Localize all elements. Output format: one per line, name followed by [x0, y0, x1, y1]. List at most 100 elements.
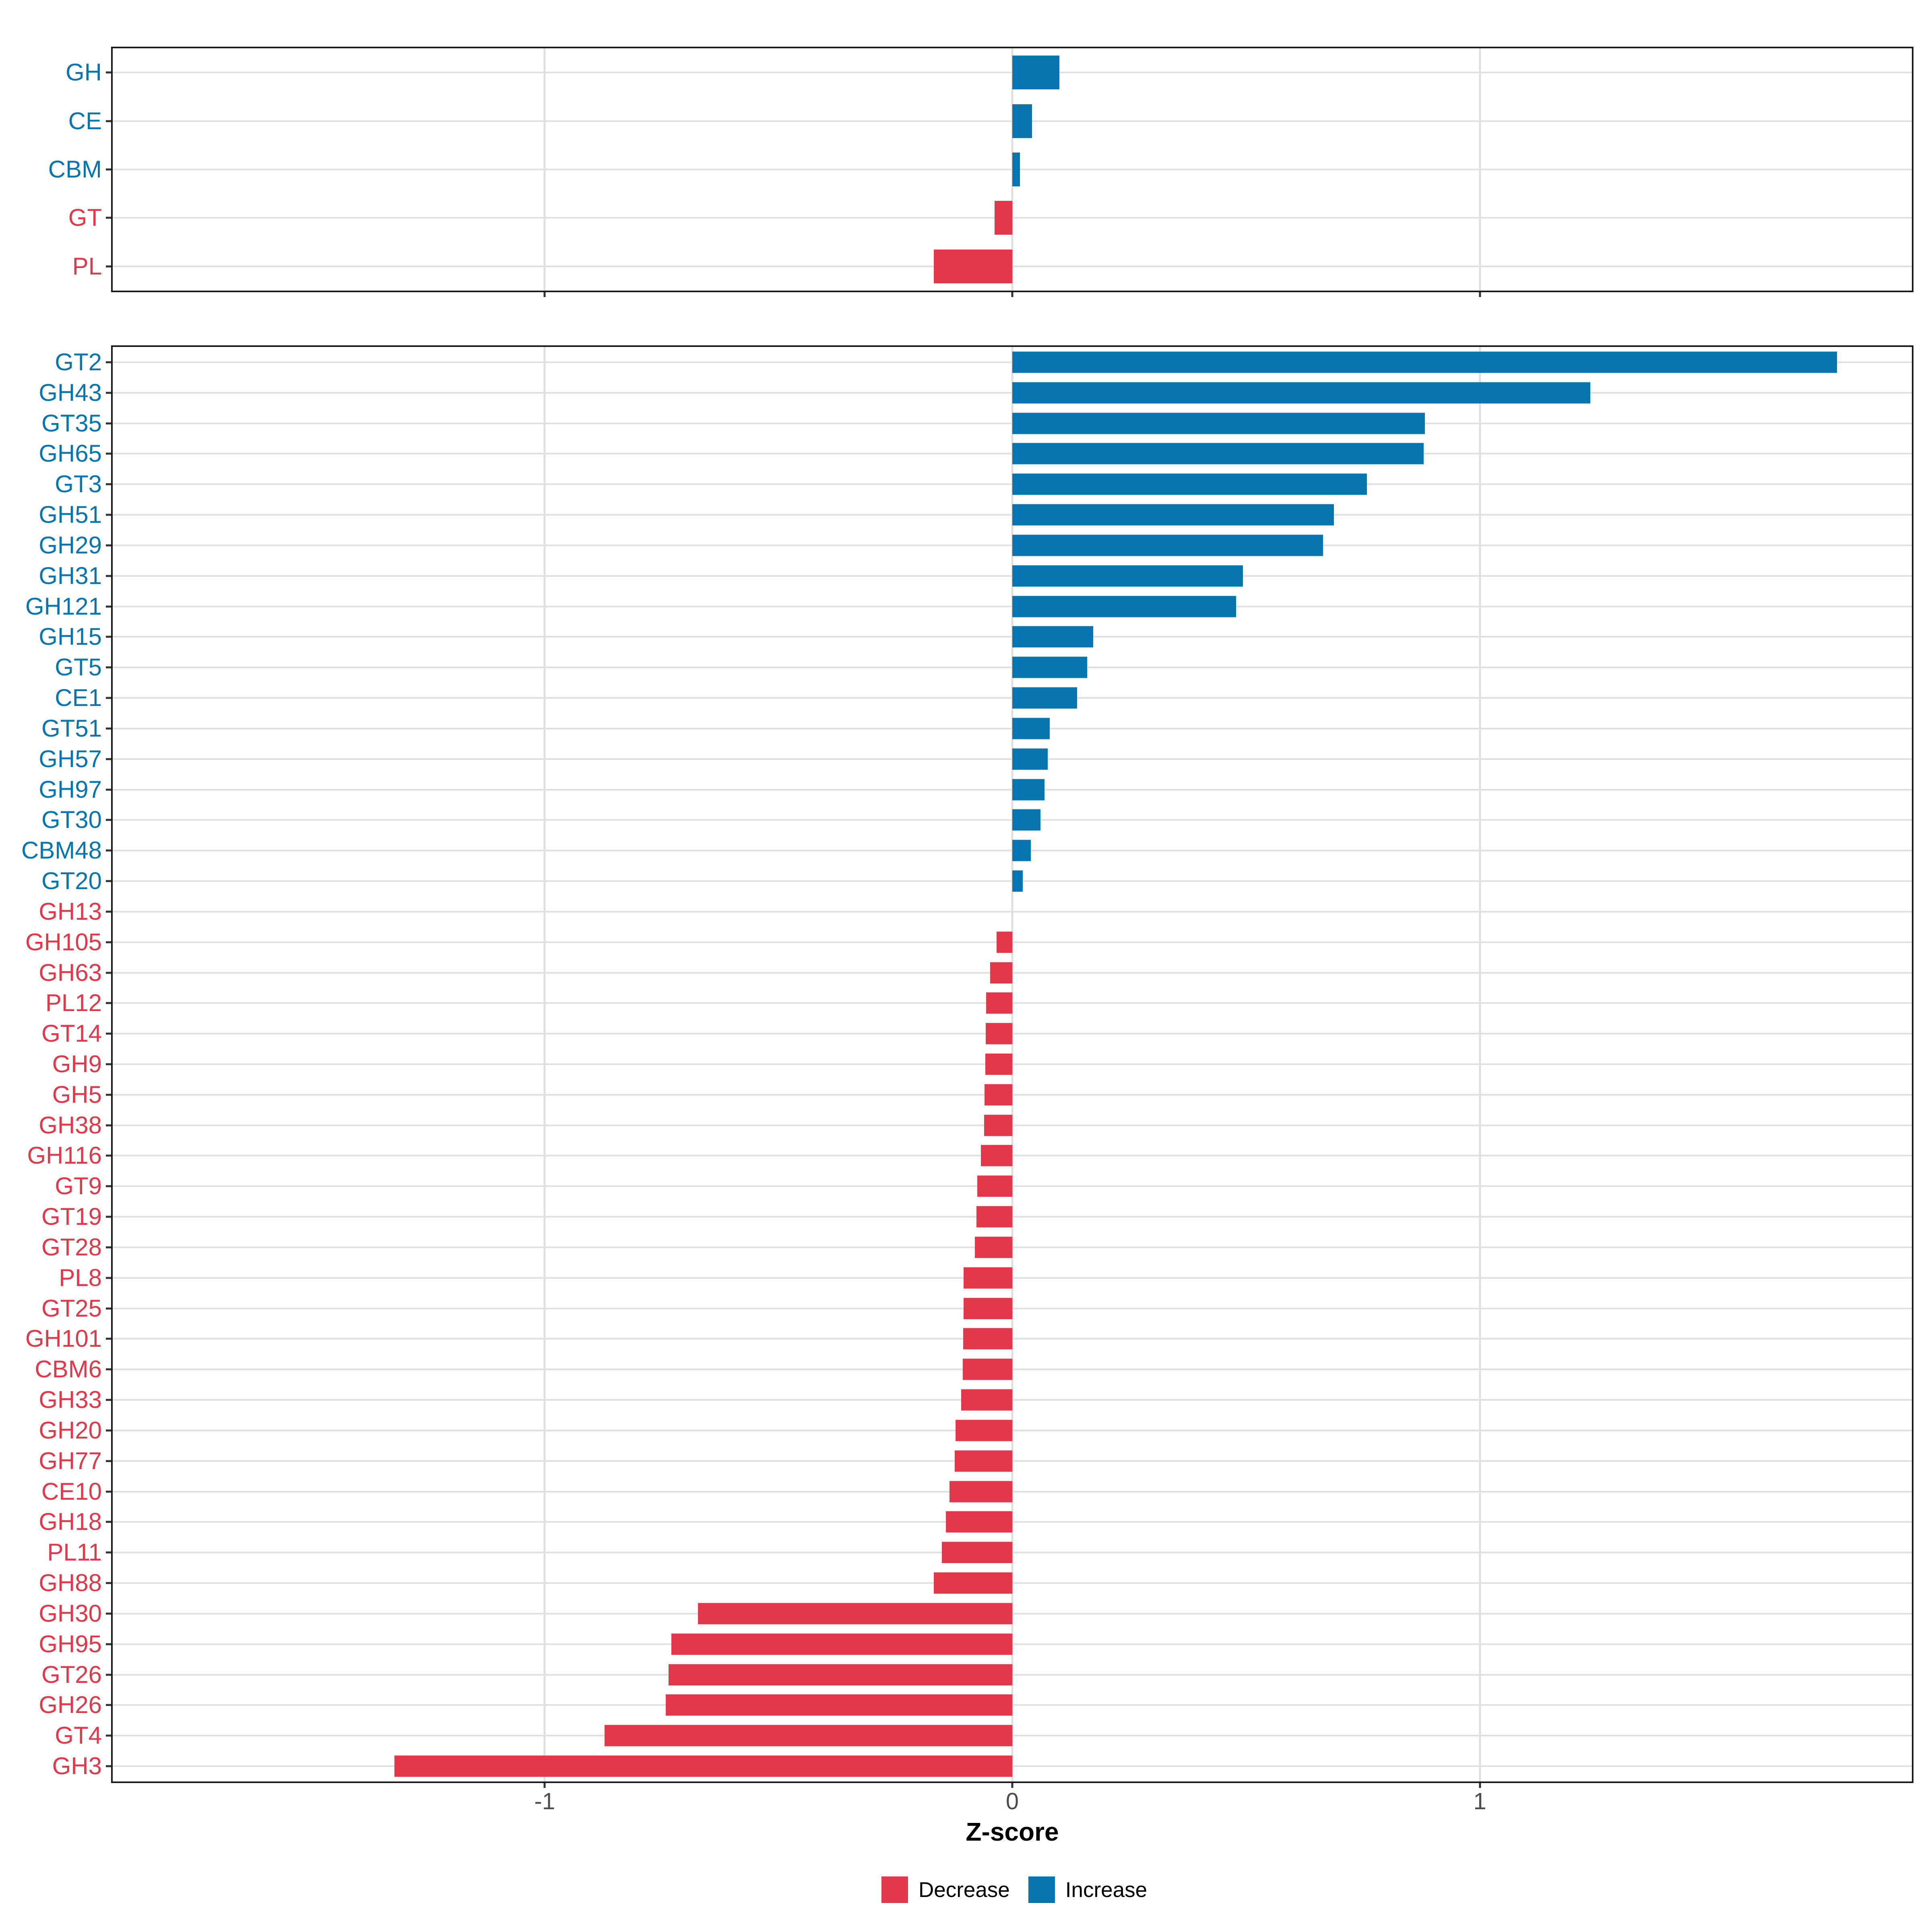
- y-axis-label: GH9: [52, 1051, 102, 1077]
- bar: [1012, 687, 1077, 709]
- legend-swatch-increase: [1028, 1876, 1055, 1903]
- bar: [996, 931, 1012, 953]
- bar: [1012, 351, 1837, 373]
- bar: [984, 1115, 1012, 1136]
- y-axis-label: CE: [68, 107, 102, 134]
- h-gridline: [113, 1277, 1912, 1279]
- y-axis-label: GT51: [41, 714, 102, 742]
- y-tick: [106, 1551, 111, 1554]
- y-tick: [106, 880, 111, 882]
- y-axis-label: GH88: [39, 1569, 102, 1597]
- y-axis-label: PL11: [47, 1539, 102, 1566]
- h-gridline: [113, 1735, 1912, 1737]
- y-tick: [106, 265, 111, 268]
- y-tick: [106, 71, 111, 74]
- bar: [961, 1389, 1012, 1411]
- y-axis-label: GH95: [39, 1630, 102, 1657]
- y-axis-label: GH77: [39, 1447, 102, 1474]
- h-gridline: [113, 910, 1912, 912]
- bar: [985, 1053, 1012, 1075]
- y-tick: [106, 1612, 111, 1615]
- bar: [1012, 870, 1023, 892]
- bar: [669, 1664, 1012, 1686]
- bar: [1012, 535, 1323, 556]
- y-axis-label: GT28: [41, 1233, 102, 1261]
- h-gridline: [113, 1490, 1912, 1492]
- y-tick: [106, 1338, 111, 1340]
- bar: [1012, 779, 1045, 801]
- y-axis-label: GT14: [41, 1020, 102, 1047]
- y-tick: [106, 514, 111, 516]
- y-tick: [106, 605, 111, 608]
- y-tick: [106, 819, 111, 821]
- y-tick: [106, 849, 111, 852]
- h-gridline: [113, 265, 1912, 267]
- x-axis-title: Z-score: [966, 1817, 1059, 1846]
- h-gridline: [113, 1368, 1912, 1371]
- bar: [671, 1633, 1012, 1655]
- y-tick: [106, 1674, 111, 1676]
- bar: [1012, 565, 1243, 587]
- bar: [963, 1328, 1012, 1350]
- y-tick: [106, 1643, 111, 1645]
- y-axis-label: GT20: [41, 867, 102, 895]
- y-axis-label: CE1: [55, 684, 102, 712]
- y-axis-label: GH20: [39, 1416, 102, 1444]
- y-tick: [106, 1124, 111, 1127]
- legend-label-increase: Increase: [1065, 1878, 1148, 1902]
- h-gridline: [113, 1460, 1912, 1462]
- y-tick: [106, 1399, 111, 1401]
- y-axis-label: GH3: [52, 1752, 102, 1780]
- y-axis-label: CBM6: [35, 1356, 102, 1383]
- bar: [981, 1145, 1012, 1166]
- bar: [1012, 626, 1093, 648]
- y-tick: [106, 120, 111, 122]
- y-tick: [106, 666, 111, 669]
- y-axis-label: GH51: [39, 501, 102, 528]
- bar: [964, 1298, 1012, 1319]
- y-axis-label: GT35: [41, 409, 102, 437]
- y-axis-label: GH29: [39, 531, 102, 559]
- y-tick: [106, 168, 111, 171]
- y-axis-label: GH15: [39, 623, 102, 650]
- y-axis-label: GH5: [52, 1081, 102, 1108]
- bar: [985, 1084, 1012, 1106]
- bar: [946, 1511, 1012, 1533]
- y-axis-label: GH: [66, 59, 102, 86]
- x-tick: [1479, 292, 1481, 297]
- bar: [976, 1206, 1012, 1228]
- bar: [1012, 413, 1425, 434]
- legend: Decrease Increase: [881, 1876, 1147, 1903]
- legend-swatch-decrease: [881, 1876, 908, 1903]
- bar: [994, 201, 1012, 235]
- y-axis-label: GH65: [39, 440, 102, 467]
- bar: [1012, 596, 1236, 617]
- y-axis-label: GH13: [39, 898, 102, 925]
- y-axis-label: GT2: [55, 348, 102, 376]
- y-axis-label: CBM48: [21, 837, 102, 864]
- bar: [1012, 718, 1050, 739]
- bar: [1012, 656, 1087, 678]
- y-tick: [106, 1032, 111, 1035]
- y-tick: [106, 1734, 111, 1737]
- x-tick-label: 0: [1005, 1788, 1019, 1814]
- h-gridline: [113, 1094, 1912, 1096]
- y-tick: [106, 1429, 111, 1432]
- h-gridline: [113, 1124, 1912, 1126]
- y-axis-label: GT5: [55, 654, 102, 681]
- h-gridline: [113, 1399, 1912, 1401]
- x-tick-label: -1: [534, 1788, 555, 1814]
- y-axis-label: GH121: [25, 592, 102, 620]
- y-axis-label: GH43: [39, 379, 102, 406]
- bar: [990, 962, 1012, 983]
- bar: [1012, 382, 1590, 404]
- y-tick: [106, 1307, 111, 1310]
- panel-bottom: GT2 GH43 GT35 GH65 GT3 GH51 GH29 GH31 GH121 GH15 G…: [21, 345, 1913, 1813]
- h-gridline: [113, 1552, 1912, 1554]
- x-tick: [543, 1783, 546, 1788]
- y-tick: [106, 1460, 111, 1462]
- bar: [949, 1481, 1012, 1503]
- y-tick: [106, 1704, 111, 1706]
- bar: [1012, 504, 1334, 526]
- h-gridline: [113, 1185, 1912, 1187]
